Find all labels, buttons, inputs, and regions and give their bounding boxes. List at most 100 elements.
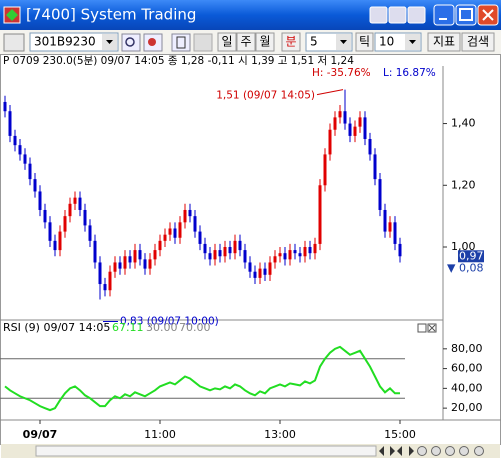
- symbol-combo[interactable]: [29, 32, 119, 52]
- candle-body: [243, 250, 247, 263]
- candle-body: [268, 262, 272, 275]
- y-tick-label: 1,00: [451, 240, 476, 253]
- candle-body: [273, 256, 277, 263]
- candle-body: [278, 253, 282, 257]
- candle-body: [23, 154, 27, 164]
- candle-body: [353, 126, 357, 136]
- candle-body: [333, 117, 337, 130]
- app-icon-mark: [6, 9, 18, 21]
- annotation: 0,83 (09/07 10:00): [120, 315, 219, 327]
- tick-button[interactable]: [355, 32, 374, 52]
- candle-body: [38, 191, 42, 210]
- candle-body: [18, 145, 22, 155]
- minute-value: 5: [310, 35, 318, 49]
- candle-body: [43, 209, 47, 223]
- tick-label: 틱: [359, 35, 370, 49]
- candle-body: [98, 262, 102, 285]
- candle-body: [378, 179, 382, 210]
- candle-body: [168, 228, 172, 235]
- current-price-label: 0,97: [459, 249, 484, 262]
- candle-body: [348, 123, 352, 136]
- candle-body: [88, 225, 92, 241]
- candle-body: [93, 240, 97, 263]
- period-button[interactable]: [281, 32, 301, 52]
- x-tick-label: 15:00: [384, 428, 416, 441]
- candle-body: [308, 247, 312, 254]
- period-button[interactable]: [236, 32, 256, 52]
- y-tick-label: 80,00: [451, 342, 483, 355]
- candle-body: [383, 209, 387, 232]
- candle-body: [133, 250, 137, 263]
- candle-body: [338, 111, 342, 118]
- close-button[interactable]: [477, 4, 499, 26]
- candle-body: [263, 268, 267, 275]
- candle-body: [343, 111, 347, 124]
- window-title: [7400] System Trading: [26, 6, 196, 24]
- candle-body: [128, 256, 132, 263]
- period-label: 일: [221, 35, 232, 49]
- candle-body: [218, 250, 222, 257]
- candle-body: [13, 135, 17, 146]
- candle-body: [48, 222, 52, 241]
- minute-combo[interactable]: [305, 32, 353, 52]
- candle-body: [3, 101, 7, 112]
- candle-body: [178, 222, 182, 238]
- title-tools[interactable]: [369, 6, 426, 24]
- toolbar-button-label: 검색: [467, 35, 489, 49]
- candle-body: [253, 271, 257, 278]
- toolbar-button[interactable]: [461, 32, 495, 52]
- candle-body: [58, 231, 62, 251]
- rsi-line: [4, 345, 400, 412]
- candle-body: [138, 250, 142, 260]
- candle-body: [328, 129, 332, 155]
- rsi-reference-label: 70.00: [179, 321, 211, 334]
- candle-body: [223, 247, 227, 257]
- toolbar-icon[interactable]: [3, 33, 25, 52]
- y-tick-label: 40,00: [451, 381, 483, 394]
- period-button[interactable]: [255, 32, 275, 52]
- candle-body: [78, 197, 82, 210]
- y-tick-label: 20,00: [451, 401, 483, 414]
- period-label: 월: [259, 35, 270, 49]
- candle-body: [123, 256, 127, 269]
- candle-body: [53, 240, 57, 251]
- candle-body: [8, 111, 12, 136]
- toolbar-button[interactable]: [427, 32, 461, 52]
- candle-body: [368, 138, 372, 155]
- candle-body: [203, 243, 207, 254]
- candle-body: [188, 209, 192, 217]
- scroll-controls[interactable]: [35, 445, 484, 457]
- candle-body: [313, 243, 317, 254]
- minimize-button[interactable]: [433, 4, 455, 26]
- maximize-button[interactable]: [455, 4, 477, 26]
- candle-body: [63, 216, 67, 232]
- candle-body: [68, 203, 72, 217]
- candle-body: [158, 240, 162, 251]
- symbol-code: 301B9230: [34, 35, 96, 49]
- tick-combo[interactable]: [374, 32, 422, 52]
- candle-body: [233, 240, 237, 254]
- candle-body: [298, 253, 302, 257]
- panel-controls[interactable]: [417, 323, 437, 333]
- candle-body: [143, 259, 147, 269]
- candle-body: [358, 117, 362, 127]
- rsi-title: RSI (9) 09/07 14:05: [3, 321, 110, 334]
- candle-body: [258, 268, 262, 278]
- candle-body: [193, 216, 197, 232]
- toolbar-icons[interactable]: [121, 33, 213, 52]
- chart-frame: [0, 54, 501, 445]
- current-price-box: [458, 250, 484, 263]
- candle-body: [173, 228, 177, 238]
- candle-body: [163, 234, 167, 241]
- candle-body: [198, 231, 202, 244]
- candle-body: [33, 179, 37, 192]
- candle-body: [103, 284, 107, 291]
- candle-body: [113, 262, 117, 272]
- candle-body: [183, 209, 187, 223]
- annotation-pointer: [316, 89, 344, 96]
- period-button[interactable]: [217, 32, 237, 52]
- candle-body: [153, 250, 157, 260]
- period-label: 분: [285, 35, 296, 49]
